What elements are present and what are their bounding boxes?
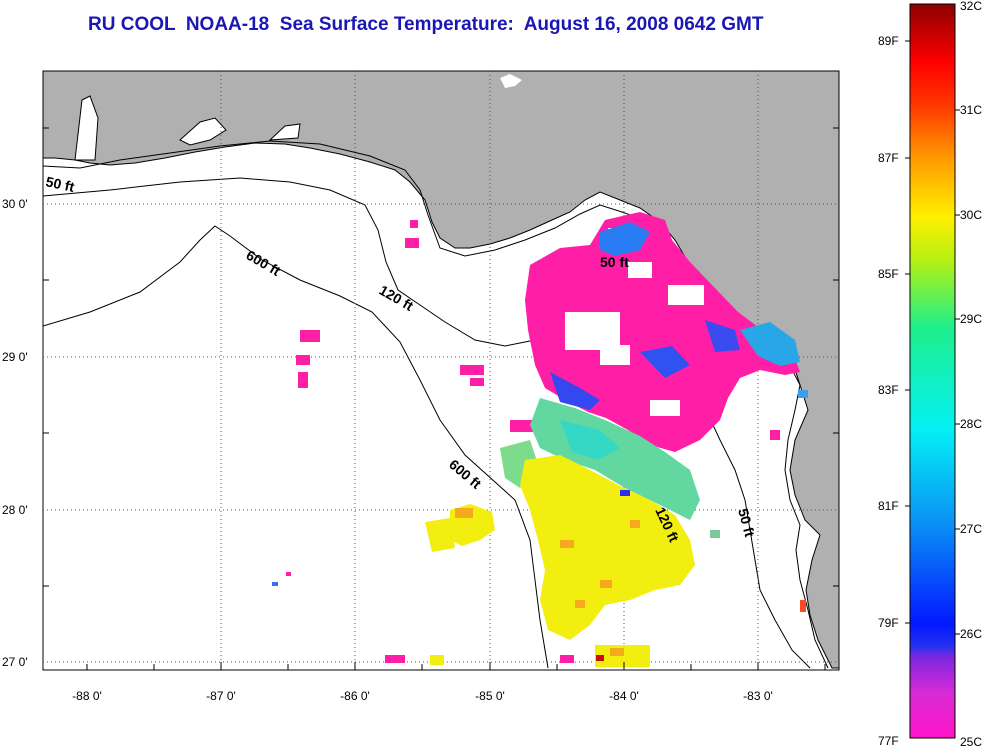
map-title: RU COOL NOAA-18 Sea Surface Temperature:… xyxy=(88,14,764,35)
colorbar-label-f: 85F xyxy=(878,267,899,281)
colorbar-label-f: 87F xyxy=(878,151,899,165)
lon-label: -87 0' xyxy=(206,689,236,703)
colorbar-label-c: 29C xyxy=(960,312,982,326)
frame-ticks xyxy=(43,127,839,670)
lon-label: -84 0' xyxy=(609,689,639,703)
colorbar-label-f: 77F xyxy=(878,734,899,748)
lon-label: -85 0' xyxy=(475,689,505,703)
sst-warm-speckles xyxy=(455,508,640,656)
colorbar-label-f: 83F xyxy=(878,383,899,397)
lat-label: 27 0' xyxy=(2,655,28,669)
isobath-50ft-north xyxy=(43,140,829,669)
colorbar-label-c: 30C xyxy=(960,208,982,222)
lat-label: 30 0' xyxy=(2,197,28,211)
isobath-600ft xyxy=(43,225,549,669)
isobath-label: 50 ft xyxy=(44,173,76,195)
colorbar-ticks xyxy=(905,40,960,635)
lon-label: -86 0' xyxy=(340,689,370,703)
lon-label: -88 0' xyxy=(72,689,102,703)
colorbar-label-c: 26C xyxy=(960,627,982,641)
choctawhatchee-bay xyxy=(268,123,301,141)
colorbar-label-c: 27C xyxy=(960,522,982,536)
lat-label: 29 0' xyxy=(2,350,28,364)
pensacola-bay xyxy=(179,117,227,146)
sst-scatter xyxy=(272,390,808,661)
colorbar-label-c: 32C xyxy=(960,0,982,13)
sst-cool-region xyxy=(296,212,800,663)
lat-label: 28 0' xyxy=(2,503,28,517)
lon-label: -83 0' xyxy=(743,689,773,703)
isobath-label: 50 ft xyxy=(735,507,758,539)
sst-blue-edges xyxy=(550,222,800,410)
colorbar xyxy=(909,3,956,739)
colorbar-label-c: 25C xyxy=(960,735,982,749)
colorbar-label-f: 89F xyxy=(878,34,899,48)
land-area xyxy=(43,71,839,669)
isobath-label: 50 ft xyxy=(600,254,629,270)
mobile-bay xyxy=(74,95,99,161)
colorbar-label-f: 79F xyxy=(878,616,899,630)
colorbar-label-c: 28C xyxy=(960,417,982,431)
inland-lake xyxy=(500,74,522,88)
colorbar-label-f: 81F xyxy=(878,499,899,513)
sst-mid-region xyxy=(500,398,700,520)
colorbar-label-c: 31C xyxy=(960,103,982,117)
graticule xyxy=(43,71,839,670)
